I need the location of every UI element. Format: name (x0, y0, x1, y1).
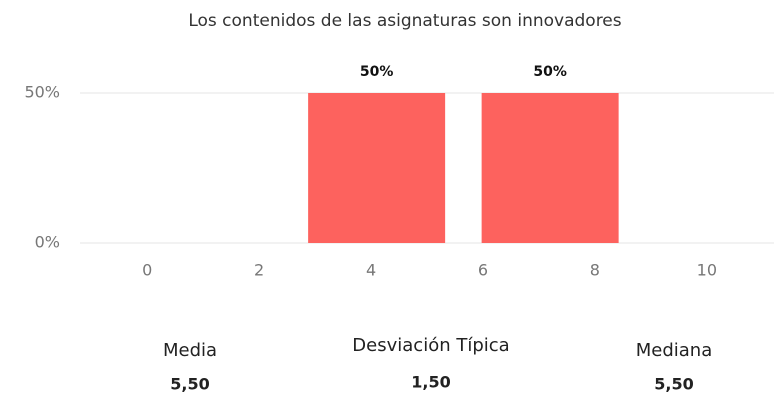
x-tick-label: 8 (590, 261, 600, 280)
x-tick-label: 6 (478, 261, 488, 280)
stat-label: Mediana (636, 340, 713, 361)
x-tick-label: 4 (366, 261, 376, 280)
y-tick-label: 50% (24, 83, 60, 102)
bar (481, 93, 619, 243)
stat-value: 1,50 (411, 373, 450, 392)
stat-value: 5,50 (170, 375, 209, 394)
chart-title: Los contenidos de las asignaturas son in… (188, 11, 621, 31)
bar (308, 93, 446, 243)
x-tick-label: 0 (142, 261, 152, 280)
stat-label: Media (163, 340, 217, 361)
x-tick-label: 2 (254, 261, 264, 280)
x-tick-label: 10 (697, 261, 717, 280)
stat-label: Desviación Típica (352, 335, 509, 356)
stat-value: 5,50 (654, 375, 693, 394)
data-label: 50% (533, 64, 567, 80)
y-tick-label: 0% (35, 233, 60, 252)
data-label: 50% (360, 64, 394, 80)
